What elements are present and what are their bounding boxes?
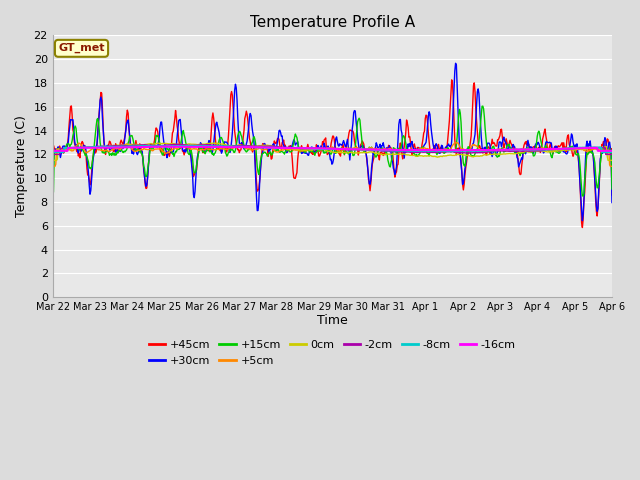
0cm xyxy=(417,153,425,158)
-8cm xyxy=(116,144,124,149)
+15cm xyxy=(479,103,486,109)
-16cm xyxy=(174,144,182,150)
-16cm xyxy=(116,144,124,150)
+5cm xyxy=(417,145,424,151)
+5cm xyxy=(452,140,460,145)
+30cm xyxy=(401,155,408,161)
-8cm xyxy=(417,148,425,154)
0cm xyxy=(401,151,409,157)
Text: GT_met: GT_met xyxy=(58,43,105,53)
+45cm xyxy=(448,77,456,83)
-16cm xyxy=(59,148,67,154)
+45cm xyxy=(173,123,181,129)
+45cm xyxy=(59,145,67,151)
0cm xyxy=(213,140,221,146)
+15cm xyxy=(49,193,56,199)
+5cm xyxy=(173,146,181,152)
-2cm xyxy=(174,142,182,147)
+30cm xyxy=(116,148,124,154)
-8cm xyxy=(49,149,56,155)
+30cm xyxy=(608,200,616,205)
-16cm xyxy=(608,148,616,154)
+15cm xyxy=(59,149,67,155)
+5cm xyxy=(203,146,211,152)
+45cm xyxy=(579,225,586,230)
+5cm xyxy=(49,163,56,169)
Line: +5cm: +5cm xyxy=(52,143,612,166)
-2cm xyxy=(417,149,425,155)
Line: -8cm: -8cm xyxy=(52,146,612,152)
0cm xyxy=(608,157,616,163)
+5cm xyxy=(401,147,408,153)
Line: -16cm: -16cm xyxy=(52,146,612,151)
Title: Temperature Profile A: Temperature Profile A xyxy=(250,15,415,30)
-16cm xyxy=(417,147,425,153)
-2cm xyxy=(401,149,409,155)
0cm xyxy=(203,141,211,146)
-8cm xyxy=(401,148,409,154)
0cm xyxy=(59,146,67,152)
-16cm xyxy=(401,147,409,153)
-8cm xyxy=(173,143,181,149)
-16cm xyxy=(156,144,164,149)
+30cm xyxy=(417,147,424,153)
-2cm xyxy=(49,152,56,157)
+30cm xyxy=(59,144,67,149)
-2cm xyxy=(173,141,181,147)
+15cm xyxy=(203,148,211,154)
-16cm xyxy=(49,148,56,154)
+5cm xyxy=(116,147,124,153)
-8cm xyxy=(608,149,616,155)
+15cm xyxy=(173,146,181,152)
0cm xyxy=(173,142,181,147)
+30cm xyxy=(203,146,211,152)
0cm xyxy=(116,143,124,148)
+45cm xyxy=(608,192,616,198)
+15cm xyxy=(401,134,408,140)
+5cm xyxy=(608,163,616,169)
+30cm xyxy=(452,60,460,66)
+45cm xyxy=(116,140,124,145)
-2cm xyxy=(204,142,211,147)
Line: -2cm: -2cm xyxy=(52,144,612,155)
-8cm xyxy=(59,149,67,155)
+45cm xyxy=(401,144,408,150)
X-axis label: Time: Time xyxy=(317,313,348,326)
+15cm xyxy=(116,148,124,154)
Line: 0cm: 0cm xyxy=(52,143,612,160)
Line: +45cm: +45cm xyxy=(52,80,612,228)
Legend: +45cm, +30cm, +15cm, +5cm, 0cm, -2cm, -8cm, -16cm: +45cm, +30cm, +15cm, +5cm, 0cm, -2cm, -8… xyxy=(144,336,520,370)
+15cm xyxy=(608,186,616,192)
-2cm xyxy=(608,152,616,157)
Line: +15cm: +15cm xyxy=(52,106,612,196)
+30cm xyxy=(173,134,181,140)
0cm xyxy=(49,157,56,163)
-2cm xyxy=(59,145,67,151)
Line: +30cm: +30cm xyxy=(52,63,612,221)
+30cm xyxy=(49,200,56,205)
+45cm xyxy=(49,192,56,198)
+15cm xyxy=(417,145,424,151)
-8cm xyxy=(204,143,211,149)
+45cm xyxy=(417,149,424,155)
-2cm xyxy=(116,143,124,148)
-16cm xyxy=(204,144,211,150)
-8cm xyxy=(188,143,196,149)
+5cm xyxy=(59,147,67,153)
Y-axis label: Temperature (C): Temperature (C) xyxy=(15,115,28,217)
+45cm xyxy=(203,142,211,147)
+30cm xyxy=(579,218,586,224)
